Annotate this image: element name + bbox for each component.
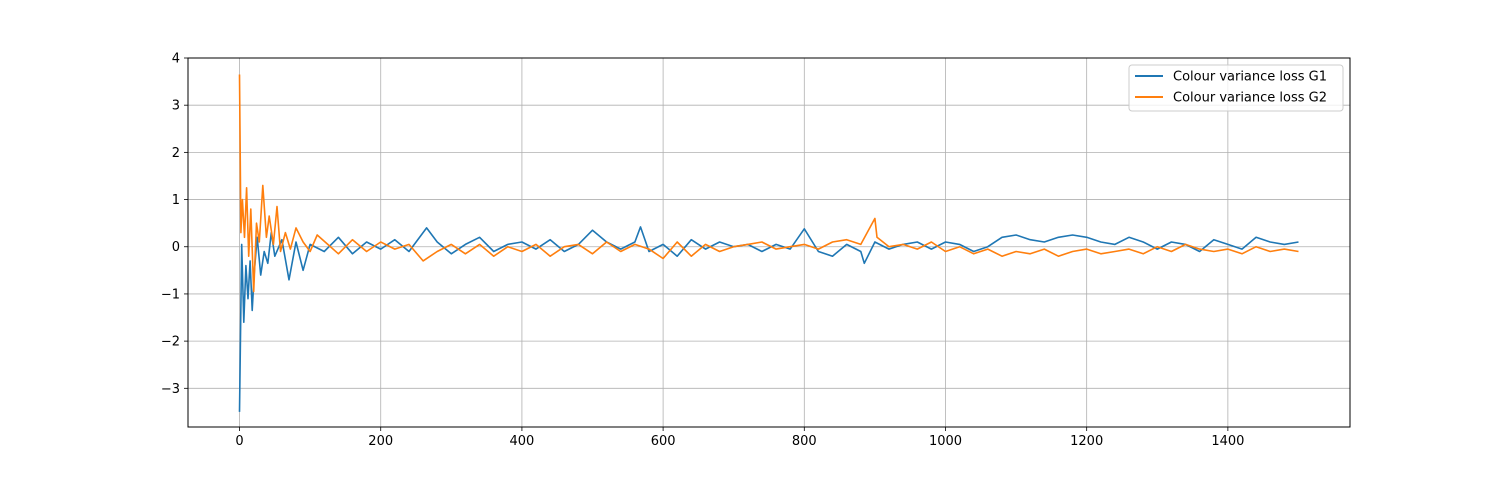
x-tick-label: 600 xyxy=(651,434,676,449)
y-tick-label: 0 xyxy=(172,240,180,255)
x-tick-label: 400 xyxy=(510,434,535,449)
x-tick-label: 1200 xyxy=(1070,434,1103,449)
plot-series xyxy=(238,74,1299,412)
axes-frame xyxy=(187,57,1351,428)
y-tick-label: −3 xyxy=(161,382,180,397)
x-tick-label: 200 xyxy=(368,434,393,449)
x-tick-label: 800 xyxy=(792,434,817,449)
y-tick-label: −2 xyxy=(161,335,180,350)
x-tick-label: 1400 xyxy=(1211,434,1244,449)
y-tick-label: 4 xyxy=(172,52,180,67)
axis-ticks: 0 200 400 600 800 1000 1200 1400 −3 −2 −1 0 1 2 3 4 xyxy=(161,52,1245,450)
series-line-2 xyxy=(238,74,1299,293)
legend-box xyxy=(1128,64,1344,112)
legend-label-g2: Colour variance loss G2 xyxy=(1173,91,1327,106)
series-line-1 xyxy=(238,226,1299,412)
y-tick-label: −1 xyxy=(161,287,180,302)
y-tick-label: 2 xyxy=(172,146,180,161)
x-tick-label: 0 xyxy=(235,434,243,449)
y-tick-label: 3 xyxy=(172,99,180,114)
y-tick-label: 1 xyxy=(172,193,180,208)
legend-label-g1: Colour variance loss G1 xyxy=(1173,70,1327,85)
x-tick-label: 1000 xyxy=(929,434,962,449)
legend: Colour variance loss G1 Colour variance … xyxy=(1128,64,1344,112)
